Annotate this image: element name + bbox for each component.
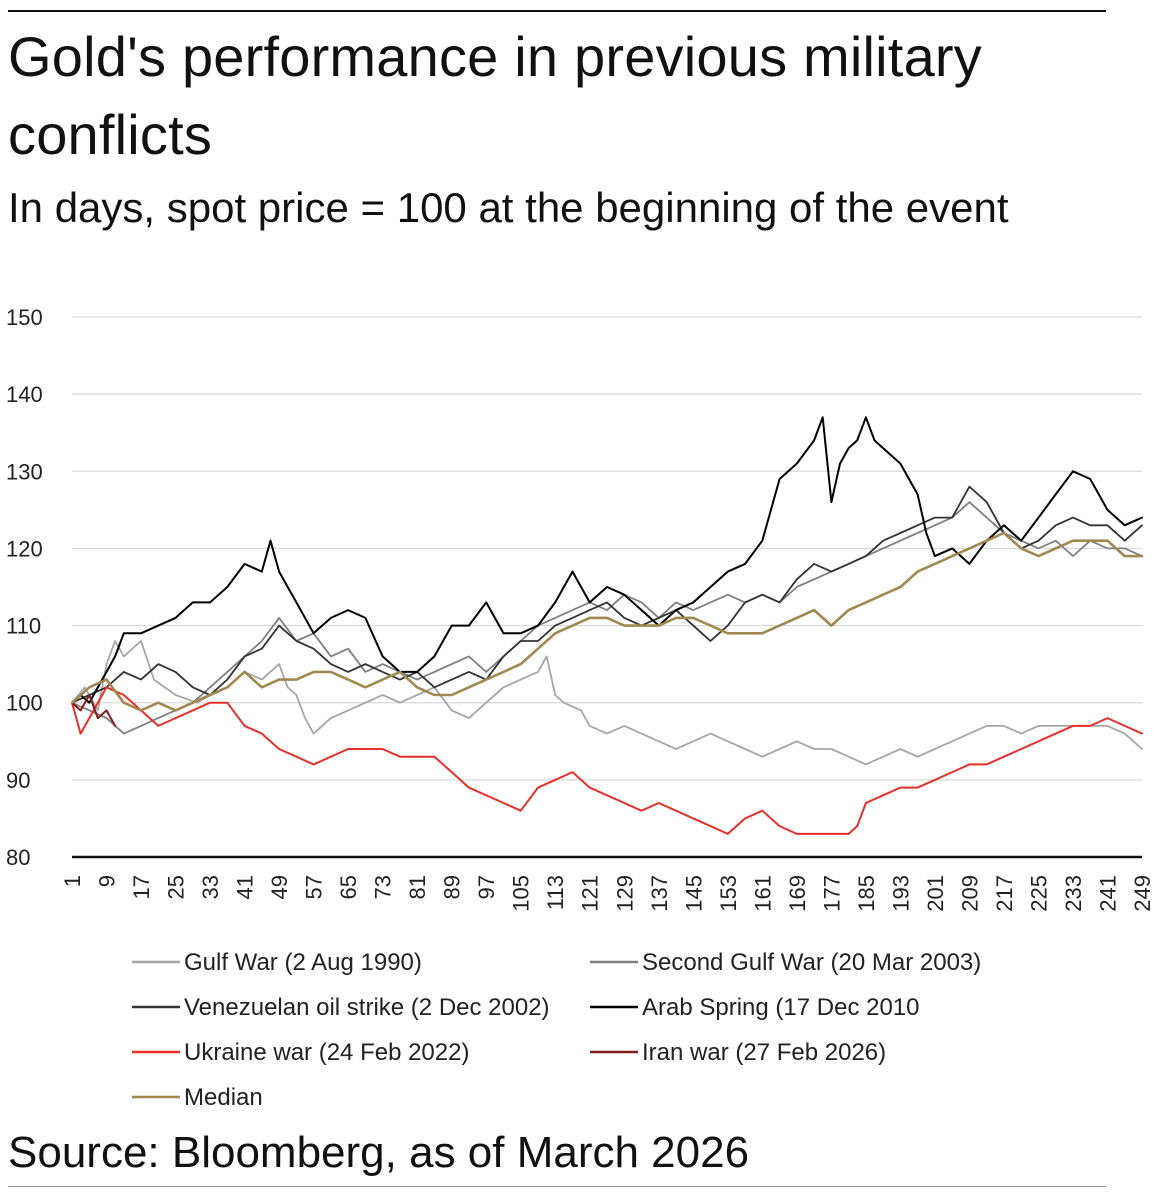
x-tick-label: 25 <box>164 875 189 899</box>
x-tick-label: 49 <box>267 875 292 899</box>
x-tick-label: 129 <box>612 875 637 912</box>
source-note: Source: Bloomberg, as of March 2026 <box>8 1128 750 1177</box>
series-line-4 <box>71 686 1143 835</box>
x-tick-label: 113 <box>543 875 568 910</box>
y-tick-label: 80 <box>6 845 30 870</box>
x-tick-label: 89 <box>440 875 465 899</box>
gridlines <box>72 316 1142 781</box>
legend: Gulf War (2 Aug 1990) Second Gulf War (20… <box>132 949 981 1111</box>
x-tick-label: 193 <box>888 875 913 912</box>
series-line-3 <box>71 416 1143 704</box>
legend-label: Second Gulf War (20 Mar 2003) <box>642 949 981 976</box>
x-tick-label: 97 <box>474 875 499 899</box>
legend-label: Venezuelan oil strike (2 Dec 2002) <box>184 994 550 1021</box>
chart-title: Gold's performance in previous military … <box>8 25 982 166</box>
x-tick-label: 65 <box>336 875 361 899</box>
x-tick-label: 57 <box>302 875 327 899</box>
x-tick-label: 185 <box>854 875 879 912</box>
series-line-1 <box>71 501 1143 735</box>
x-tick-label: 137 <box>647 875 672 912</box>
y-tick-label: 140 <box>6 382 43 407</box>
series-line-6 <box>70 531 1144 712</box>
legend-label: Ukraine war (24 Feb 2022) <box>184 1039 469 1066</box>
x-tick-label: 217 <box>992 875 1017 912</box>
x-axis-ticks: 1 9 17 25 33 41 49 57 65 73 81 89 97 105 113 121 129 137 1… <box>60 875 1155 912</box>
x-tick-label: 161 <box>750 875 775 912</box>
x-tick-label: 81 <box>405 875 430 899</box>
x-tick-label: 225 <box>1026 875 1051 912</box>
series-line-5 <box>71 694 117 727</box>
x-tick-label: 33 <box>198 875 223 899</box>
chart-subtitle: In days, spot price = 100 at the beginni… <box>8 184 1009 231</box>
x-tick-label: 1 <box>60 875 85 887</box>
y-tick-label: 110 <box>6 614 41 639</box>
line-chart: 80 90 100 110 120 130 140 150 1 9 17 25 33 41 49 57 65 7… <box>6 305 1155 1111</box>
x-tick-label: 249 <box>1130 875 1155 912</box>
x-tick-label: 145 <box>681 875 706 912</box>
y-tick-label: 150 <box>6 305 43 330</box>
x-tick-label: 201 <box>923 875 948 912</box>
x-tick-label: 153 <box>716 875 741 912</box>
y-tick-label: 120 <box>6 536 43 561</box>
x-tick-label: 17 <box>129 875 154 899</box>
x-tick-label: 121 <box>578 875 603 912</box>
x-tick-label: 105 <box>509 875 534 912</box>
y-tick-label: 90 <box>6 768 30 793</box>
x-tick-label: 73 <box>371 875 396 899</box>
legend-label: Gulf War (2 Aug 1990) <box>184 949 422 976</box>
series-lines <box>70 416 1144 835</box>
top-rule <box>8 10 1106 12</box>
y-tick-label: 100 <box>6 691 43 716</box>
y-axis-ticks: 80 90 100 110 120 130 140 150 <box>6 305 43 870</box>
x-tick-label: 41 <box>233 875 258 899</box>
x-tick-label: 177 <box>819 875 844 912</box>
legend-label: Median <box>184 1084 263 1111</box>
x-tick-label: 9 <box>95 875 120 887</box>
legend-label: Arab Spring (17 Dec 2010 <box>642 994 920 1021</box>
x-tick-label: 209 <box>957 875 982 912</box>
bottom-rule <box>8 1186 1106 1187</box>
x-tick-label: 169 <box>785 875 810 912</box>
series-line-2 <box>71 485 1143 704</box>
x-tick-label: 241 <box>1095 875 1120 912</box>
x-tick-label: 233 <box>1061 875 1086 912</box>
y-tick-label: 130 <box>6 459 43 484</box>
legend-label: Iran war (27 Feb 2026) <box>642 1039 886 1066</box>
